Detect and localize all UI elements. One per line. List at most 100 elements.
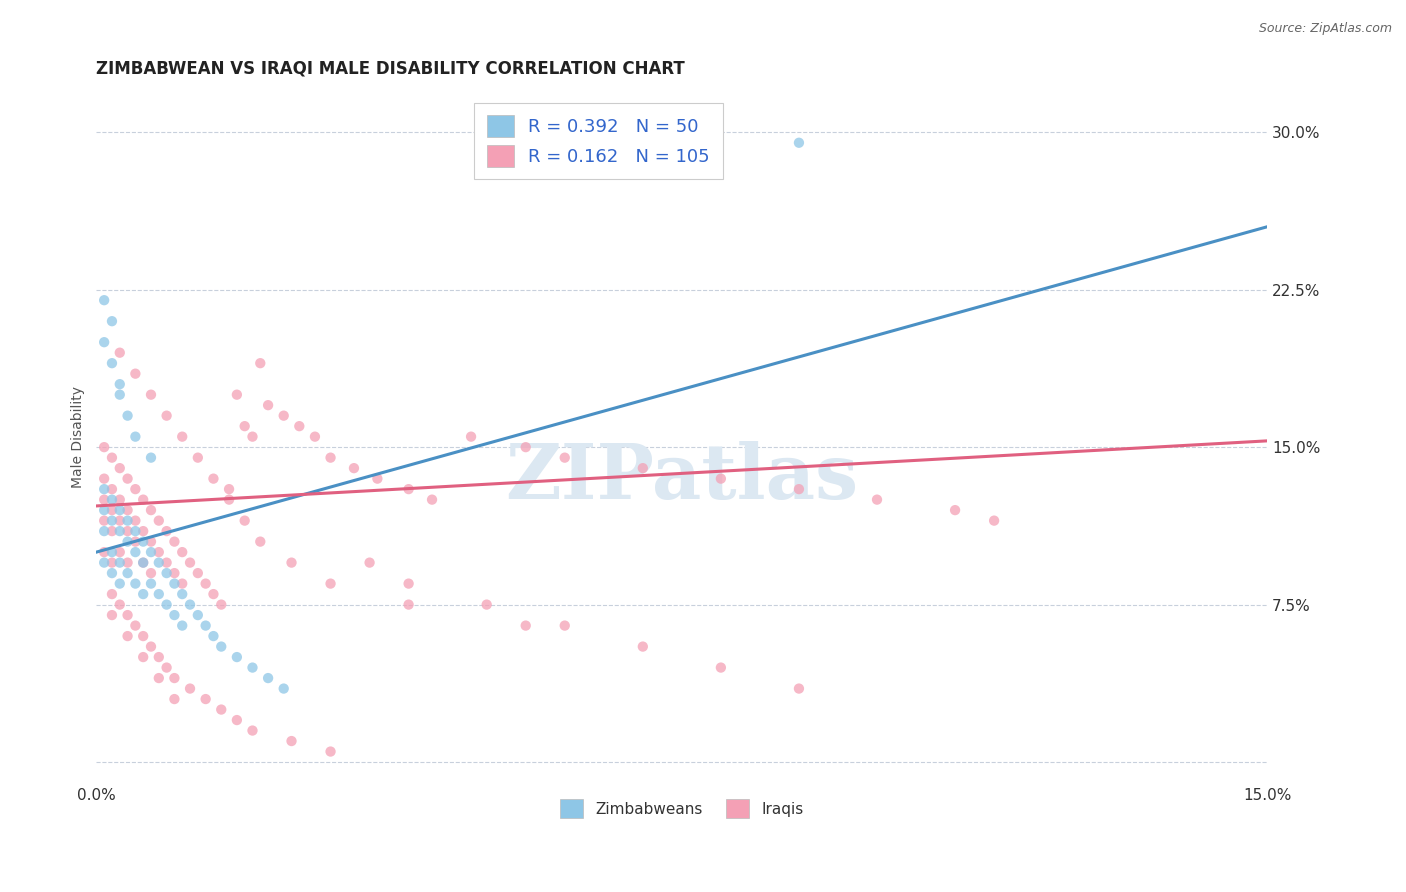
Point <box>209 702 232 716</box>
Point <box>124 367 146 381</box>
Point <box>124 524 146 538</box>
Point <box>93 503 115 517</box>
Point <box>108 387 131 401</box>
Point <box>132 524 155 538</box>
Point <box>108 345 131 359</box>
Point <box>139 576 162 591</box>
Point <box>155 566 177 580</box>
Point <box>148 671 170 685</box>
Point <box>172 430 194 444</box>
Point <box>787 681 810 696</box>
Point <box>139 450 162 465</box>
Point <box>225 387 247 401</box>
Point <box>117 629 139 643</box>
Point <box>139 503 162 517</box>
Point <box>866 492 889 507</box>
Point <box>93 472 115 486</box>
Point <box>93 545 115 559</box>
Point <box>787 482 810 496</box>
Text: Source: ZipAtlas.com: Source: ZipAtlas.com <box>1258 22 1392 36</box>
Point <box>132 629 155 643</box>
Point <box>101 314 124 328</box>
Point <box>631 461 654 475</box>
Point <box>101 450 124 465</box>
Point <box>132 534 155 549</box>
Point <box>172 576 194 591</box>
Point <box>93 482 115 496</box>
Point <box>631 640 654 654</box>
Point <box>172 545 194 559</box>
Point <box>101 608 124 623</box>
Point <box>554 450 576 465</box>
Point <box>163 608 186 623</box>
Point <box>155 409 177 423</box>
Point <box>983 514 1005 528</box>
Point <box>148 650 170 665</box>
Point <box>218 492 240 507</box>
Point <box>288 419 311 434</box>
Point <box>218 482 240 496</box>
Point <box>108 545 131 559</box>
Point <box>148 545 170 559</box>
Point <box>117 534 139 549</box>
Point <box>124 618 146 632</box>
Point <box>280 556 302 570</box>
Point <box>93 293 115 308</box>
Point <box>202 629 225 643</box>
Point <box>163 534 186 549</box>
Legend: Zimbabweans, Iraqis: Zimbabweans, Iraqis <box>554 793 810 824</box>
Point <box>194 618 217 632</box>
Point <box>163 576 186 591</box>
Text: ZIMBABWEAN VS IRAQI MALE DISABILITY CORRELATION CHART: ZIMBABWEAN VS IRAQI MALE DISABILITY CORR… <box>97 60 685 78</box>
Point <box>117 608 139 623</box>
Point <box>117 472 139 486</box>
Point <box>101 545 124 559</box>
Point <box>155 660 177 674</box>
Point <box>398 598 420 612</box>
Point <box>93 440 115 454</box>
Point <box>710 660 733 674</box>
Point <box>475 598 498 612</box>
Point <box>139 387 162 401</box>
Point <box>108 377 131 392</box>
Point <box>943 503 966 517</box>
Point <box>101 556 124 570</box>
Point <box>155 524 177 538</box>
Point <box>225 713 247 727</box>
Point <box>132 650 155 665</box>
Point <box>233 419 256 434</box>
Point <box>225 650 247 665</box>
Point <box>242 723 264 738</box>
Point <box>124 534 146 549</box>
Point <box>319 450 342 465</box>
Point <box>194 692 217 706</box>
Point <box>101 587 124 601</box>
Point <box>117 524 139 538</box>
Point <box>93 556 115 570</box>
Point <box>304 430 326 444</box>
Point <box>132 587 155 601</box>
Y-axis label: Male Disability: Male Disability <box>72 385 86 488</box>
Point <box>117 503 139 517</box>
Point <box>172 587 194 601</box>
Point <box>101 503 124 517</box>
Point <box>515 618 537 632</box>
Point <box>163 692 186 706</box>
Point <box>101 514 124 528</box>
Point <box>343 461 366 475</box>
Point <box>117 556 139 570</box>
Point <box>101 356 124 370</box>
Point <box>257 671 280 685</box>
Point <box>257 398 280 412</box>
Point <box>273 681 295 696</box>
Point <box>132 556 155 570</box>
Point <box>319 576 342 591</box>
Point <box>280 734 302 748</box>
Point <box>398 576 420 591</box>
Point <box>117 566 139 580</box>
Point <box>187 566 209 580</box>
Point <box>93 524 115 538</box>
Point <box>249 534 271 549</box>
Point <box>155 598 177 612</box>
Point <box>124 576 146 591</box>
